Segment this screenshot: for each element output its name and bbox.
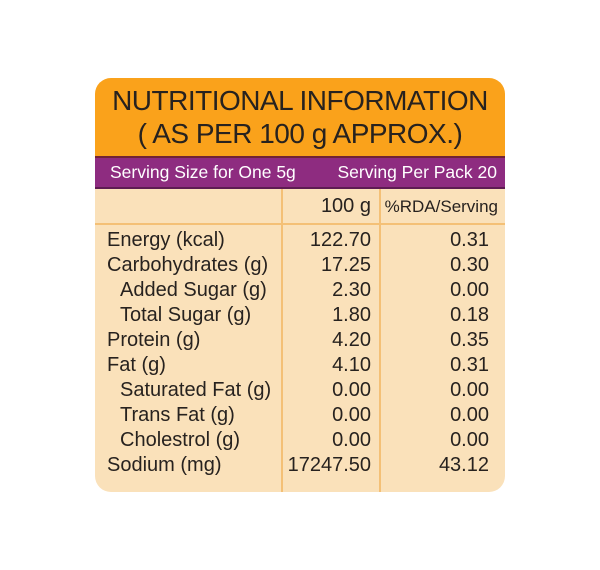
- table-row: Fat (g) 4.10 0.31: [95, 353, 505, 378]
- nutrition-label: NUTRITIONAL INFORMATION ( AS PER 100 g A…: [95, 78, 505, 492]
- label-header: NUTRITIONAL INFORMATION ( AS PER 100 g A…: [95, 78, 505, 156]
- row-value-100g: 17247.50: [287, 454, 371, 476]
- table-header-row: 100 g %RDA/Serving: [95, 189, 505, 225]
- row-label: Cholestrol (g): [120, 429, 241, 451]
- table-row: Carbohydrates (g) 17.25 0.30: [95, 253, 505, 278]
- row-value-100g: 122.70: [309, 229, 371, 251]
- row-label: Trans Fat (g): [120, 404, 235, 426]
- row-value-100g: 4.10: [332, 354, 371, 376]
- table-row: Trans Fat (g) 0.00 0.00: [95, 403, 505, 428]
- row-value-rda: 43.12: [438, 454, 489, 476]
- row-label: Saturated Fat (g): [120, 379, 272, 401]
- row-label: Energy (kcal): [107, 229, 225, 251]
- row-value-rda: 0.30: [450, 254, 489, 276]
- table-row: Total Sugar (g) 1.80 0.18: [95, 303, 505, 328]
- row-value-rda: 0.35: [450, 329, 489, 351]
- row-label: Carbohydrates (g): [107, 254, 269, 276]
- table-row: Energy (kcal) 122.70 0.31: [95, 228, 505, 253]
- row-value-rda: 0.00: [450, 404, 489, 426]
- row-value-100g: 2.30: [332, 279, 371, 301]
- header-subtitle: ( AS PER 100 g APPROX.): [137, 118, 463, 149]
- row-value-rda: 0.31: [450, 229, 489, 251]
- column-header-rda: %RDA/Serving: [384, 196, 498, 216]
- header-title: NUTRITIONAL INFORMATION: [112, 85, 488, 116]
- row-value-rda: 0.00: [450, 429, 489, 451]
- column-divider-2: [379, 189, 381, 492]
- table-body: Energy (kcal) 122.70 0.31 Carbohydrates …: [95, 225, 505, 478]
- column-header-100g: 100 g: [320, 194, 371, 217]
- row-value-100g: 0.00: [332, 404, 371, 426]
- table-row: Protein (g) 4.20 0.35: [95, 328, 505, 353]
- nutrition-table: 100 g %RDA/Serving Energy (kcal) 122.70 …: [95, 189, 505, 492]
- row-value-rda: 0.00: [450, 379, 489, 401]
- table-row: Saturated Fat (g) 0.00 0.00: [95, 378, 505, 403]
- row-value-100g: 0.00: [332, 379, 371, 401]
- row-label: Fat (g): [107, 354, 166, 376]
- row-value-100g: 1.80: [332, 304, 371, 326]
- serving-bar: Serving Size for One 5g Serving Per Pack…: [95, 156, 505, 189]
- table-row: Sodium (mg) 17247.50 43.12: [95, 453, 505, 478]
- row-label: Added Sugar (g): [120, 279, 267, 301]
- row-value-100g: 0.00: [332, 429, 371, 451]
- row-value-rda: 0.00: [450, 279, 489, 301]
- row-label: Sodium (mg): [107, 454, 222, 476]
- row-value-rda: 0.18: [450, 304, 489, 326]
- table-row: Cholestrol (g) 0.00 0.00: [95, 428, 505, 453]
- serving-size-text: Serving Size for One 5g: [110, 162, 296, 182]
- column-divider-1: [281, 189, 283, 492]
- table-row: Added Sugar (g) 2.30 0.00: [95, 278, 505, 303]
- row-value-rda: 0.31: [450, 354, 489, 376]
- serving-per-pack-text: Serving Per Pack 20: [337, 162, 497, 182]
- row-label: Total Sugar (g): [120, 304, 252, 326]
- row-value-100g: 17.25: [320, 254, 371, 276]
- row-label: Protein (g): [107, 329, 201, 351]
- row-value-100g: 4.20: [332, 329, 371, 351]
